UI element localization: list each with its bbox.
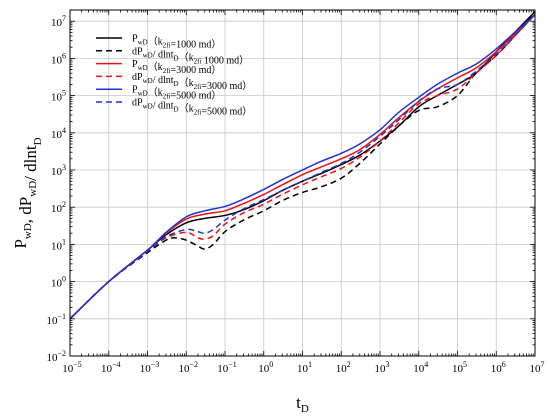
y-tick-label: 106	[51, 51, 66, 66]
legend-label-6: dPwD/ dlntD（k2fi=5000 md）	[132, 98, 252, 118]
y-tick-label: 10−1	[46, 312, 66, 327]
series-line-5	[70, 14, 535, 320]
x-tick-label: 10−2	[178, 360, 198, 375]
x-tick-label: 103	[375, 360, 390, 375]
y-tick-label: 103	[51, 163, 66, 178]
y-tick-label: 107	[51, 14, 66, 29]
x-tick-label: 10−1	[217, 360, 237, 375]
x-tick-label: 10−3	[140, 360, 160, 375]
x-tick-label: 102	[336, 360, 351, 375]
y-tick-label: 104	[51, 126, 66, 141]
series-line-6	[70, 14, 535, 320]
x-tick-label: 104	[413, 360, 428, 375]
series-line-4	[70, 14, 535, 320]
legend-label-2: dPwD/ dlntD（k2fi 1000 md）	[132, 46, 249, 66]
series-layer	[70, 11, 535, 320]
x-tick-label: 100	[258, 360, 273, 375]
series-line-2	[70, 11, 535, 320]
series-line-1	[70, 11, 535, 320]
x-tick-label: 106	[491, 360, 506, 375]
x-tick-label: 10−4	[101, 360, 121, 375]
y-tick-label: 100	[51, 275, 66, 290]
y-tick-label: 105	[51, 89, 66, 104]
legend-label-3: PwD（k2fi=3000 md）	[132, 59, 221, 76]
x-tick-label: 107	[530, 360, 545, 375]
y-tick-label: 102	[51, 200, 66, 215]
legend-label-4: dPwD/ dlntD（k2fi=3000 md）	[132, 72, 252, 92]
y-tick-label: 101	[51, 237, 66, 252]
legend-label-5: PwD（k2fi=5000 md）	[132, 85, 221, 102]
x-tick-label: 10−5	[62, 360, 82, 375]
legend-label-1: PwD（k2fi=1000 md）	[132, 34, 221, 51]
plot-frame	[69, 9, 536, 357]
x-axis-title: tD	[296, 393, 309, 415]
y-tick-label: 10−2	[46, 349, 66, 364]
x-tick-label: 105	[452, 360, 467, 375]
x-tick-label: 101	[297, 360, 312, 375]
tick-labels: 10−5 10−4 10−3 10−2 10−1 100 101 102 103 104 105 10…	[46, 14, 544, 375]
legend: PwD（k2fi=1000 md）dPwD/ dlntD（k2fi 1000 m…	[96, 34, 252, 118]
series-line-3	[70, 14, 535, 320]
y-axis-title: PwD, dPwD/ dlntD	[11, 137, 44, 248]
